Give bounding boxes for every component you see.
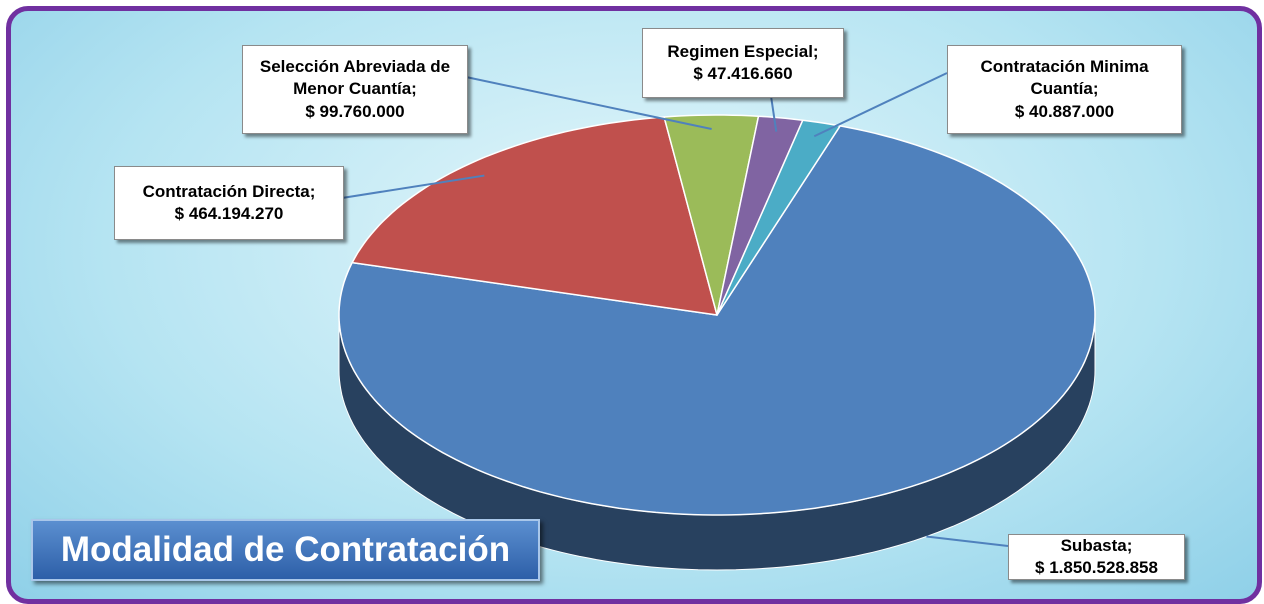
slice bbox=[716, 119, 841, 316]
leader-line bbox=[341, 174, 485, 199]
slice bbox=[351, 116, 718, 316]
slice bbox=[338, 125, 1096, 516]
chart-title: Modalidad de Contratación bbox=[31, 519, 540, 581]
data-label: Selección Abreviada de Menor Cuantía; $ 9… bbox=[242, 45, 468, 134]
label-value: $ 99.760.000 bbox=[305, 101, 405, 121]
label-category: Regimen Especial; bbox=[667, 41, 819, 61]
leader-line bbox=[770, 95, 778, 132]
chart-area: Modalidad de Contratación Subasta; $ 1.85… bbox=[6, 6, 1262, 604]
label-category: Selección Abreviada de Menor Cuantía; bbox=[259, 57, 451, 99]
slice bbox=[663, 114, 760, 316]
data-label: Regimen Especial; $ 47.416.660 bbox=[642, 28, 844, 98]
label-category: Contratación Directa; bbox=[142, 181, 316, 201]
data-label: Subasta; $ 1.850.528.858 bbox=[1008, 534, 1185, 580]
label-category: Contratación Minima Cuantía; bbox=[980, 57, 1149, 99]
label-value: $ 47.416.660 bbox=[693, 64, 793, 83]
label-value: $ 40.887.000 bbox=[1014, 101, 1115, 121]
label-category: Subasta; bbox=[1060, 535, 1133, 555]
data-label: Contratación Directa; $ 464.194.270 bbox=[114, 166, 344, 240]
data-label: Contratación Minima Cuantía; $ 40.887.000 bbox=[947, 45, 1182, 134]
label-value: $ 1.850.528.858 bbox=[1035, 558, 1158, 577]
leader-line bbox=[813, 72, 948, 138]
leader-line bbox=[926, 535, 1009, 547]
leader-line bbox=[465, 76, 712, 131]
chart bbox=[338, 72, 1096, 571]
label-value: $ 464.194.270 bbox=[174, 204, 284, 223]
